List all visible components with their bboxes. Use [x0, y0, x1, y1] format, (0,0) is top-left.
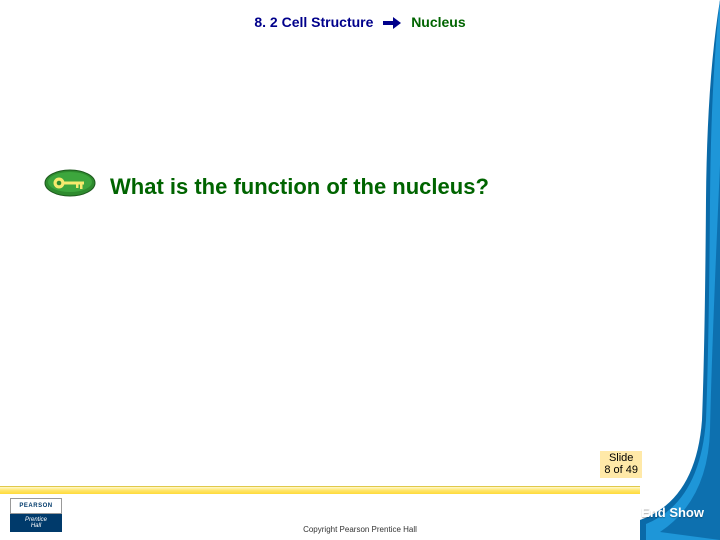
- slide-header: 8. 2 Cell Structure Nucleus: [0, 14, 720, 30]
- arrow-right-icon: [383, 14, 405, 30]
- logo-bottom-line2: Hall: [31, 523, 41, 529]
- slide-number-badge: Slide 8 of 49: [600, 451, 642, 478]
- section-number: 8. 2: [254, 14, 277, 30]
- slide-number-value: 8 of 49: [604, 464, 638, 477]
- section-subtitle: Nucleus: [411, 14, 465, 30]
- logo-bottom-text: Prentice Hall: [10, 514, 62, 532]
- slide: 8. 2 Cell Structure Nucleus What is the …: [0, 0, 720, 540]
- end-show-button[interactable]: End Show: [641, 505, 704, 520]
- logo-top-text: PEARSON: [10, 498, 62, 514]
- main-question: What is the function of the nucleus?: [110, 174, 489, 200]
- copyright-text: Copyright Pearson Prentice Hall: [303, 525, 417, 534]
- pearson-logo: PEARSON Prentice Hall: [10, 498, 62, 532]
- divider-band: [0, 486, 640, 494]
- key-icon: [44, 168, 96, 198]
- section-title: Cell Structure: [282, 14, 374, 30]
- corner-decor: [640, 0, 720, 540]
- slide-number-label: Slide: [604, 452, 638, 465]
